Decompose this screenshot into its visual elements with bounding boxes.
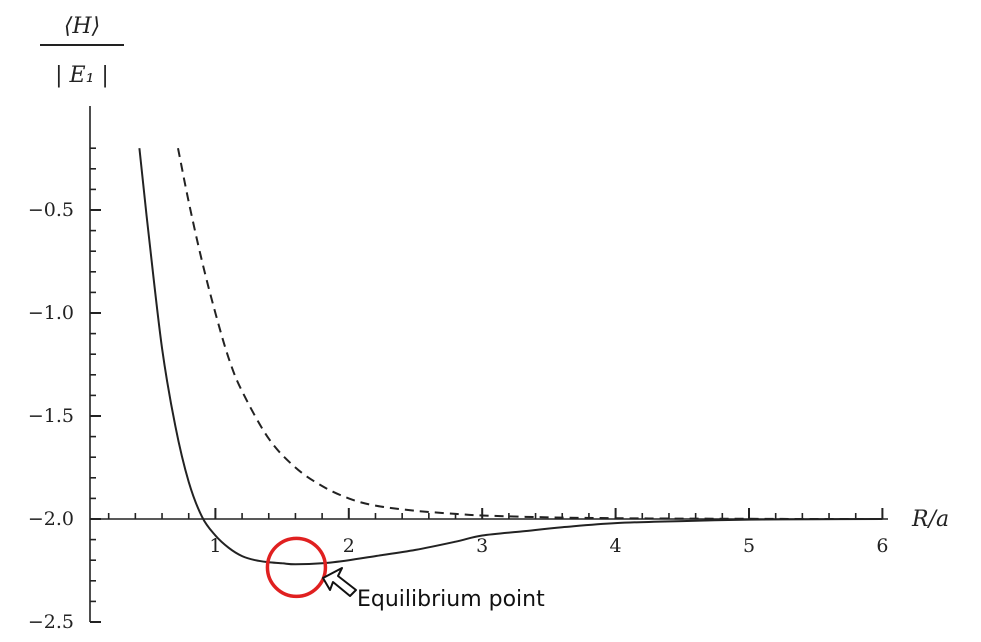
y-tick-label: −0.5 — [28, 199, 74, 221]
y-tick-label: −1.0 — [28, 302, 74, 324]
series-solid-line — [138, 148, 883, 566]
x-tick-label: 5 — [743, 535, 755, 557]
series-dashed-line — [177, 148, 883, 520]
x-tick-label: 4 — [610, 535, 622, 557]
x-tick-label: 1 — [209, 535, 221, 557]
x-tick-label: 3 — [476, 535, 488, 557]
x-tick-label: 2 — [343, 535, 355, 557]
equilibrium-marker-circle — [265, 536, 328, 599]
x-axis-label: R/a — [911, 507, 949, 532]
x-tick-label: 6 — [876, 535, 888, 557]
tick-labels: 1 2 3 4 5 6 −0.5 −1.0 −1.5 −2.0 −2.5 — [28, 199, 889, 633]
y-tick-label: −2.5 — [28, 611, 74, 633]
y-axis-label-denominator: | E₁ | — [55, 63, 109, 88]
annotation-label: Equilibrium point — [357, 587, 545, 612]
y-tick-label: −1.5 — [28, 405, 74, 427]
axis-ticks — [90, 147, 884, 623]
y-tick-label: −2.0 — [28, 508, 74, 530]
annotation-arrow-icon — [322, 567, 357, 597]
y-axis-label-numerator: ⟨H⟩ — [64, 14, 100, 39]
